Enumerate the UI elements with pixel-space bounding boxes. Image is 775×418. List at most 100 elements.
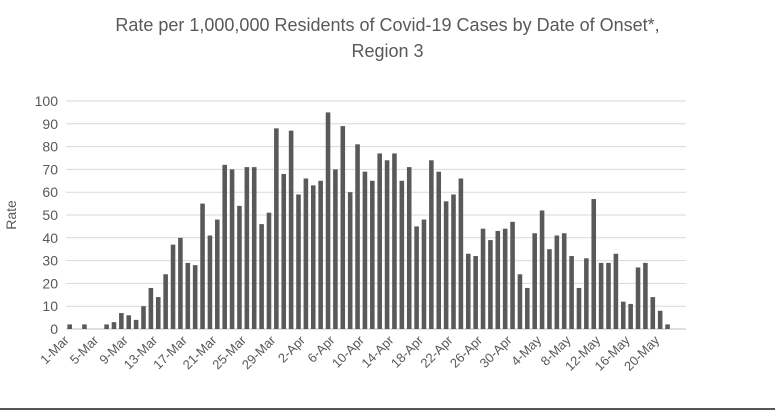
- bar-16-Apr: [406, 167, 412, 329]
- bar-10-May: [584, 258, 589, 329]
- bar-23-Apr: [458, 178, 464, 329]
- bar-29-Apr: [502, 228, 508, 329]
- y-tick-label: 10: [42, 298, 58, 314]
- bar-20-May: [657, 310, 663, 329]
- bar-21-Mar: [215, 219, 220, 329]
- x-tick-label: 26-Apr: [447, 332, 486, 371]
- bar-3-Mar: [82, 324, 87, 329]
- x-tick-label: 4-May: [508, 332, 544, 368]
- bar-11-Apr: [370, 180, 375, 329]
- x-tick-label: 14-Apr: [358, 332, 397, 371]
- bar-8-May: [569, 256, 574, 329]
- x-tick-label: 22-Apr: [417, 332, 456, 371]
- bar-10-Mar: [133, 319, 139, 329]
- bottom-rule: [0, 408, 775, 410]
- bar-28-Apr: [495, 230, 501, 329]
- bar-13-Apr: [384, 160, 390, 329]
- bar-2-May: [525, 287, 530, 329]
- y-tick-label: 100: [35, 93, 59, 109]
- x-tick-label: 2-Apr: [275, 332, 309, 366]
- bar-26-Mar: [251, 167, 257, 329]
- bar-13-Mar: [155, 297, 161, 329]
- bar-18-Apr: [421, 219, 427, 329]
- bar-4-May: [539, 210, 545, 329]
- bar-3-Apr: [310, 185, 316, 329]
- y-tick-label: 40: [42, 230, 58, 246]
- bar-20-Apr: [436, 171, 442, 329]
- bar-7-Apr: [340, 126, 346, 329]
- bar-7-May: [561, 233, 567, 329]
- bar-6-Mar: [104, 324, 109, 329]
- x-tick-label: 30-Apr: [476, 332, 515, 371]
- y-tick-label: 0: [50, 321, 58, 337]
- bar-8-Mar: [119, 313, 124, 329]
- bar-12-Mar: [148, 287, 154, 329]
- bar-23-Mar: [229, 169, 235, 329]
- x-tick-label: 29-Mar: [239, 332, 279, 372]
- bar-12-May: [598, 262, 604, 329]
- bar-11-May: [591, 199, 597, 329]
- bar-22-Apr: [451, 194, 456, 329]
- bar-6-Apr: [333, 169, 338, 329]
- bar-1-Mar: [67, 324, 72, 329]
- gridlines: [66, 100, 686, 330]
- x-tick-label: 1-Mar: [37, 332, 72, 367]
- x-tick-labels: 1-Mar5-Mar9-Mar13-Mar17-Mar21-Mar25-Mar2…: [37, 332, 662, 374]
- bar-8-Apr: [347, 192, 353, 329]
- bar-16-Mar: [178, 237, 183, 329]
- bar-18-May: [643, 262, 648, 329]
- bar-14-May: [613, 253, 619, 329]
- bar-17-Mar: [185, 262, 191, 329]
- bar-22-Mar: [222, 164, 227, 329]
- y-tick-label: 60: [42, 184, 58, 200]
- bar-27-Mar: [259, 224, 264, 329]
- bar-25-Apr: [473, 256, 478, 329]
- bar-9-Mar: [126, 315, 132, 329]
- bar-17-Apr: [414, 226, 419, 329]
- bar-31-Mar: [288, 130, 294, 329]
- bar-21-Apr: [443, 201, 449, 329]
- bar-3-May: [532, 233, 537, 329]
- bar-21-May: [665, 324, 670, 329]
- bar-5-May: [547, 249, 552, 329]
- bars: [67, 112, 670, 330]
- bar-12-Apr: [377, 153, 382, 329]
- bar-1-Apr: [296, 194, 301, 329]
- y-tick-label: 20: [42, 275, 58, 291]
- y-axis-label: Rate: [3, 200, 19, 230]
- bar-25-Mar: [244, 167, 250, 329]
- bar-7-Mar: [111, 322, 117, 329]
- bar-4-Apr: [318, 180, 323, 329]
- bar-13-May: [606, 262, 611, 329]
- bar-9-Apr: [355, 144, 360, 329]
- bar-19-May: [650, 297, 656, 329]
- bar-29-Mar: [274, 128, 279, 329]
- bar-26-Apr: [480, 228, 486, 329]
- chart-title: Rate per 1,000,000 Residents of Covid-19…: [0, 12, 775, 64]
- y-tick-label: 50: [42, 207, 58, 223]
- bar-16-May: [628, 303, 633, 329]
- x-tick-label: 18-Apr: [388, 332, 427, 371]
- x-tick-label: 10-Apr: [329, 332, 368, 371]
- bar-27-Apr: [488, 240, 493, 329]
- bar-15-Apr: [399, 180, 405, 329]
- y-tick-label: 30: [42, 253, 58, 269]
- y-tick-labels: 0 10 20 30 40 50 60 70 80 90 100: [35, 93, 59, 337]
- bar-24-Apr: [465, 253, 471, 329]
- bar-17-May: [635, 267, 641, 329]
- bar-14-Apr: [392, 153, 397, 329]
- bar-1-May: [517, 274, 523, 329]
- bar-5-Apr: [325, 112, 331, 330]
- bar-30-Apr: [510, 221, 515, 329]
- x-tick-label: 5-Mar: [67, 332, 102, 367]
- bar-6-May: [554, 235, 560, 329]
- bar-14-Mar: [163, 274, 168, 329]
- bar-24-Mar: [237, 205, 242, 329]
- bar-30-Mar: [281, 173, 287, 329]
- bar-10-Apr: [362, 171, 368, 329]
- y-tick-label: 90: [42, 116, 58, 132]
- chart-title-line-1: Rate per 1,000,000 Residents of Covid-19…: [115, 15, 660, 35]
- bar-15-Mar: [170, 244, 176, 329]
